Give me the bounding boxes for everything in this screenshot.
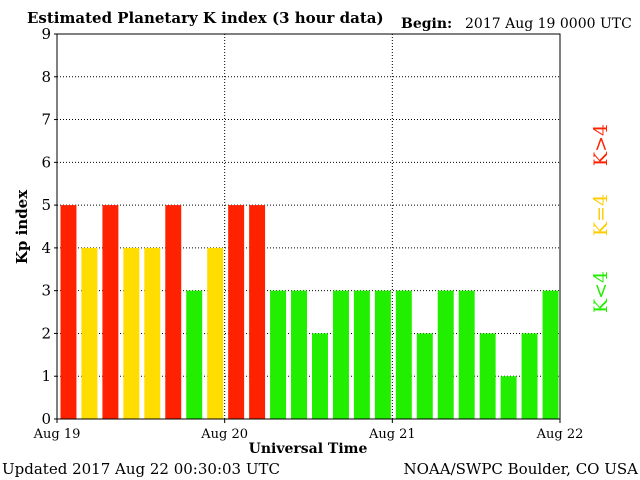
kp-bar: [144, 247, 161, 419]
kp-bar: [270, 290, 287, 419]
grid-lines: [57, 34, 560, 419]
y-tick-label: 5: [41, 196, 51, 214]
kp-bar: [500, 376, 517, 419]
y-tick-label: 7: [41, 111, 51, 129]
kp-bar: [228, 205, 245, 419]
y-tick-label: 9: [41, 25, 51, 43]
x-tick-label: Aug 21: [368, 427, 416, 442]
x-tick-label: Aug 19: [33, 427, 81, 442]
kp-bar: [458, 290, 475, 419]
kp-bar: [102, 205, 119, 419]
y-tick-label: 1: [41, 367, 51, 385]
chart-title: Estimated Planetary K index (3 hour data…: [27, 9, 384, 27]
kp-bar: [332, 290, 349, 419]
kp-bar: [353, 290, 370, 419]
kp-bar: [542, 290, 559, 419]
y-tick-labels: 0 1 2 3 4 5 6 7 8 9: [41, 25, 57, 428]
begin-label: Begin:: [401, 16, 452, 32]
kp-bar: [374, 290, 391, 419]
kp-bar: [81, 247, 98, 419]
y-tick-label: 4: [41, 239, 51, 257]
kp-bar: [395, 290, 412, 419]
legend-k-below-4: K<4: [590, 271, 612, 313]
x-tick-label: Aug 20: [200, 427, 248, 442]
y-tick-label: 8: [41, 68, 51, 86]
x-tick-label: Aug 22: [536, 427, 584, 442]
updated-timestamp: Updated 2017 Aug 22 00:30:03 UTC: [2, 460, 280, 478]
kp-bar: [416, 333, 433, 419]
kp-bar: [291, 290, 307, 419]
kp-bar: [521, 333, 538, 419]
begin-value: 2017 Aug 19 0000 UTC: [465, 16, 632, 32]
credit-text: NOAA/SWPC Boulder, CO USA: [403, 460, 638, 478]
plot-frame: [56, 33, 561, 420]
x-axis-label: Universal Time: [249, 441, 368, 457]
y-tick-label: 6: [41, 153, 51, 171]
kp-bar: [437, 290, 454, 419]
kp-bar: [60, 205, 77, 419]
y-tick-label: 2: [41, 324, 51, 342]
kp-bar: [249, 205, 266, 419]
kp-bar: [123, 247, 140, 419]
y-axis-label: Kp index: [13, 189, 31, 264]
bars: [60, 205, 559, 419]
kp-bar: [186, 290, 203, 419]
y-tick-label: 3: [41, 282, 51, 300]
legend-k-equal-4: K=4: [590, 194, 612, 236]
kp-bar: [165, 205, 182, 419]
kp-bar: [207, 247, 224, 419]
kp-bar: [312, 333, 328, 419]
x-tick-labels: Aug 19 Aug 20 Aug 21 Aug 22: [33, 419, 584, 442]
kp-bar: [479, 333, 496, 419]
legend-k-above-4: K>4: [590, 124, 612, 166]
y-tick-label: 0: [41, 410, 51, 428]
